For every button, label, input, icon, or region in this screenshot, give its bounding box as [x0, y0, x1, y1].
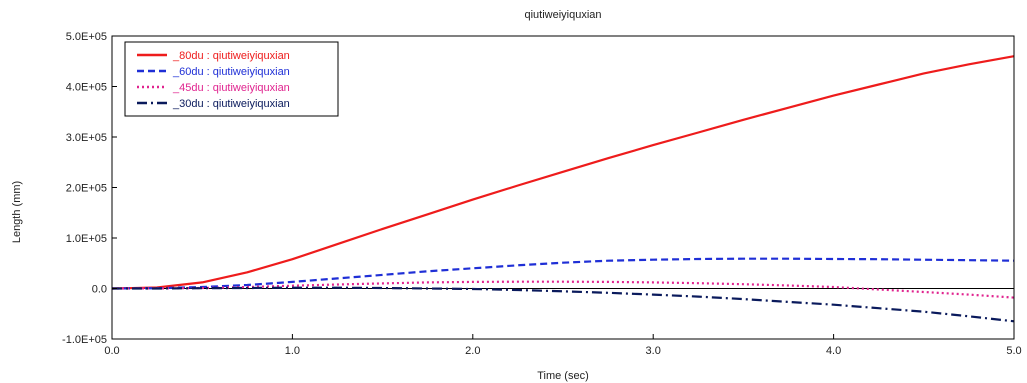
series-layer — [111, 55, 1015, 323]
chart-title: qiutiweiyiquxian — [524, 9, 601, 21]
y-tick-label: 1.0E+05 — [66, 233, 107, 245]
y-tick-label: 4.0E+05 — [66, 82, 107, 94]
legend-label-3: _45du : qiutiweiyiquxian — [172, 82, 290, 94]
y-tick-label: -1.0E+05 — [62, 334, 107, 346]
y-tick-label: 5.0E+05 — [66, 31, 107, 43]
ticks-layer: 0.0 1.0 2.0 3.0 4.0 5.0 5.0E+05 4.0E+05 3.0E+05 2… — [62, 31, 1022, 357]
legend: _80du : qiutiweiyiquxian _60du : qiutiwei… — [124, 41, 339, 117]
y-tick-label: 2.0E+05 — [66, 183, 107, 195]
x-tick-label: 4.0 — [826, 345, 841, 357]
series-line-1 — [111, 55, 1015, 290]
x-tick-label: 3.0 — [646, 345, 661, 357]
series-line-3 — [111, 280, 1015, 299]
legend-label-2: _60du : qiutiweiyiquxian — [172, 66, 290, 78]
x-tick-label: 1.0 — [285, 345, 300, 357]
x-tick-label: 0.0 — [104, 345, 119, 357]
x-axis-title: Time (sec) — [537, 370, 589, 382]
y-tick-label: 0.0 — [92, 284, 107, 296]
y-axis-title: Length (mm) — [11, 181, 23, 243]
y-tick-label: 3.0E+05 — [66, 132, 107, 144]
legend-label-4: _30du : qiutiweiyiquxian — [172, 98, 290, 110]
legend-label-1: _80du : qiutiweiyiquxian — [172, 50, 290, 62]
series-line-4 — [112, 286, 1015, 323]
x-tick-label: 2.0 — [465, 345, 480, 357]
x-tick-label: 5.0 — [1006, 345, 1021, 357]
series-line-2 — [111, 257, 1015, 290]
